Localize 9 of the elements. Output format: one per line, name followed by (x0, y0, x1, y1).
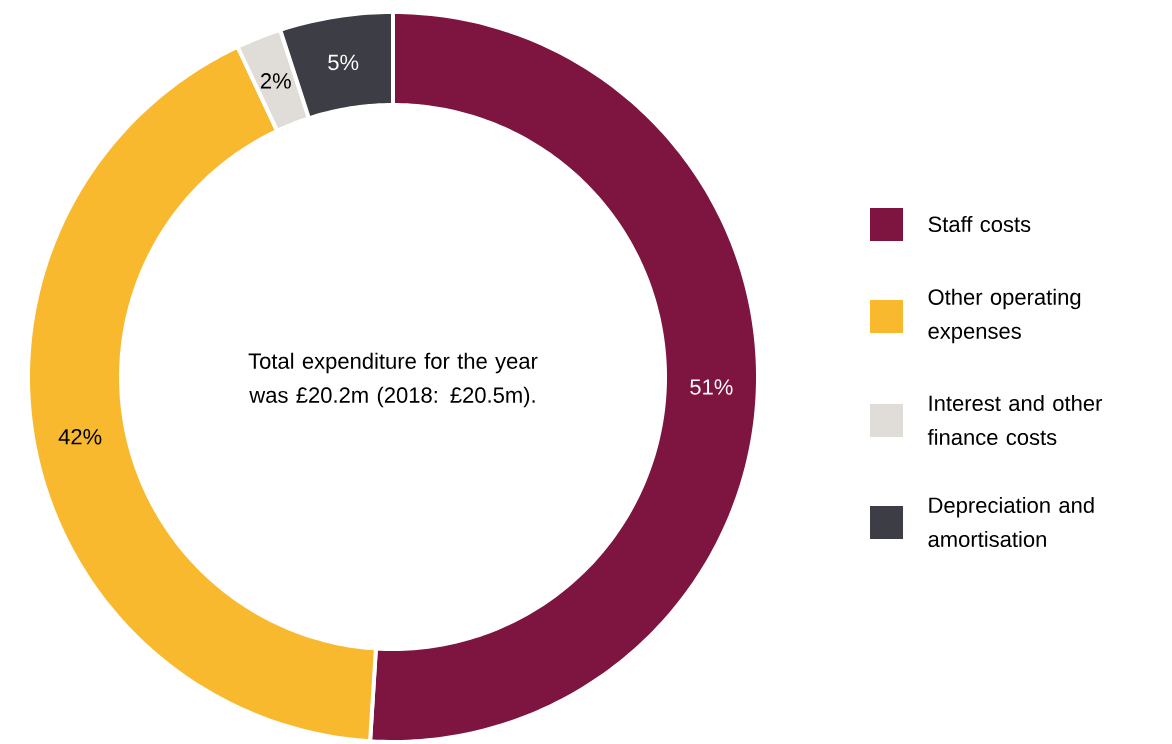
data-label: 51% (690, 379, 733, 395)
text: Total expenditure for the year was £20.2m (2018: £20.5m). (248, 352, 538, 408)
legend-label: Staff costs (928, 215, 1031, 233)
data-label: 42% (58, 428, 102, 445)
data-label: 2% (260, 73, 291, 89)
legend-label: Other operating expenses (928, 288, 1081, 344)
legend-label: Depreciation and amortisation (928, 496, 1094, 548)
legend-label: Interest and other finance costs (927, 394, 1103, 446)
data-label: 5% (328, 54, 359, 71)
